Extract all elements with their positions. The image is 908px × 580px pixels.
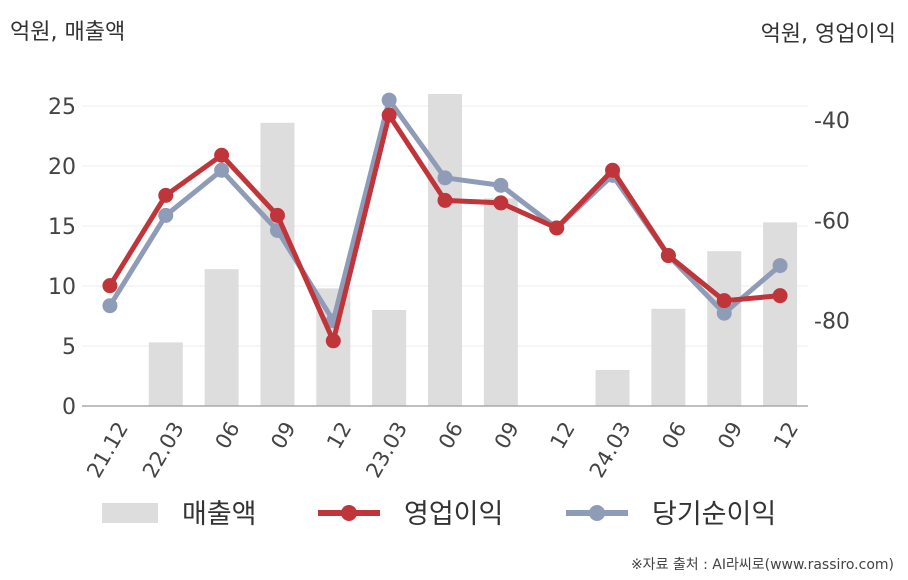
data-point [214,162,230,178]
bar [148,342,183,406]
x-tick-label: 23.03 [361,418,412,482]
data-point [716,293,732,309]
legend-swatch [102,503,158,523]
bar [763,222,798,406]
left-axis-unit-label: 억원, 매출액 [10,20,126,45]
bar [372,310,407,406]
x-tick-label: 12 [546,418,580,453]
legend-label: 당기순이익 [652,499,776,530]
bar [204,269,239,406]
left-tick-label: 0 [62,395,76,420]
data-point [772,258,788,274]
bar [651,308,686,406]
legend-label: 영업이익 [404,499,503,530]
data-point [325,333,341,349]
x-tick-label: 21.12 [82,418,133,482]
data-point [381,92,397,108]
left-tick-label: 20 [48,155,76,180]
line-series [102,107,788,349]
right-tick-label: -40 [814,109,850,134]
x-tick-label: 06 [434,418,468,453]
data-point [158,187,174,203]
data-point [102,278,118,294]
bar-series [148,94,798,407]
data-point [214,147,230,163]
x-tick-label: 22.03 [138,418,189,482]
data-point [493,195,509,211]
right-tick-label: -80 [814,310,850,335]
bar [595,370,630,406]
legend-label: 매출액 [182,499,257,530]
x-tick-label: 06 [657,418,691,453]
data-point [102,298,118,314]
data-point [158,207,174,223]
bar [707,251,742,406]
source-credit: ※자료 출처 : AI라씨로(www.rassiro.com) [630,557,894,573]
data-point [381,107,397,123]
data-point [660,248,676,264]
left-tick-label: 15 [48,215,76,240]
left-tick-label: 25 [48,95,76,120]
x-tick-label: 09 [490,418,524,453]
data-point [437,192,453,208]
data-point [772,288,788,304]
bar [260,122,295,407]
left-tick-label: 5 [62,335,76,360]
data-point [437,170,453,186]
right-tick-label: -60 [814,209,850,234]
x-tick-label: 24.03 [585,418,636,482]
x-tick-label: 12 [769,418,803,453]
legend-swatch-marker [341,505,357,521]
x-tick-label: 12 [322,418,356,453]
data-point [493,177,509,193]
legend-swatch-marker [589,505,605,521]
data-point [605,162,621,178]
bar [483,198,518,406]
data-point [549,220,565,236]
left-tick-label: 10 [48,275,76,300]
bar [428,94,462,406]
data-point [269,207,285,223]
legend: 매출액 영업이익 당기순이익 [102,499,776,530]
x-tick-label: 09 [266,418,300,453]
right-axis-unit-label: 억원, 영업이익 [760,22,896,47]
data-point [716,305,732,321]
x-tick-label: 09 [713,418,747,453]
x-tick-label: 06 [211,418,245,453]
